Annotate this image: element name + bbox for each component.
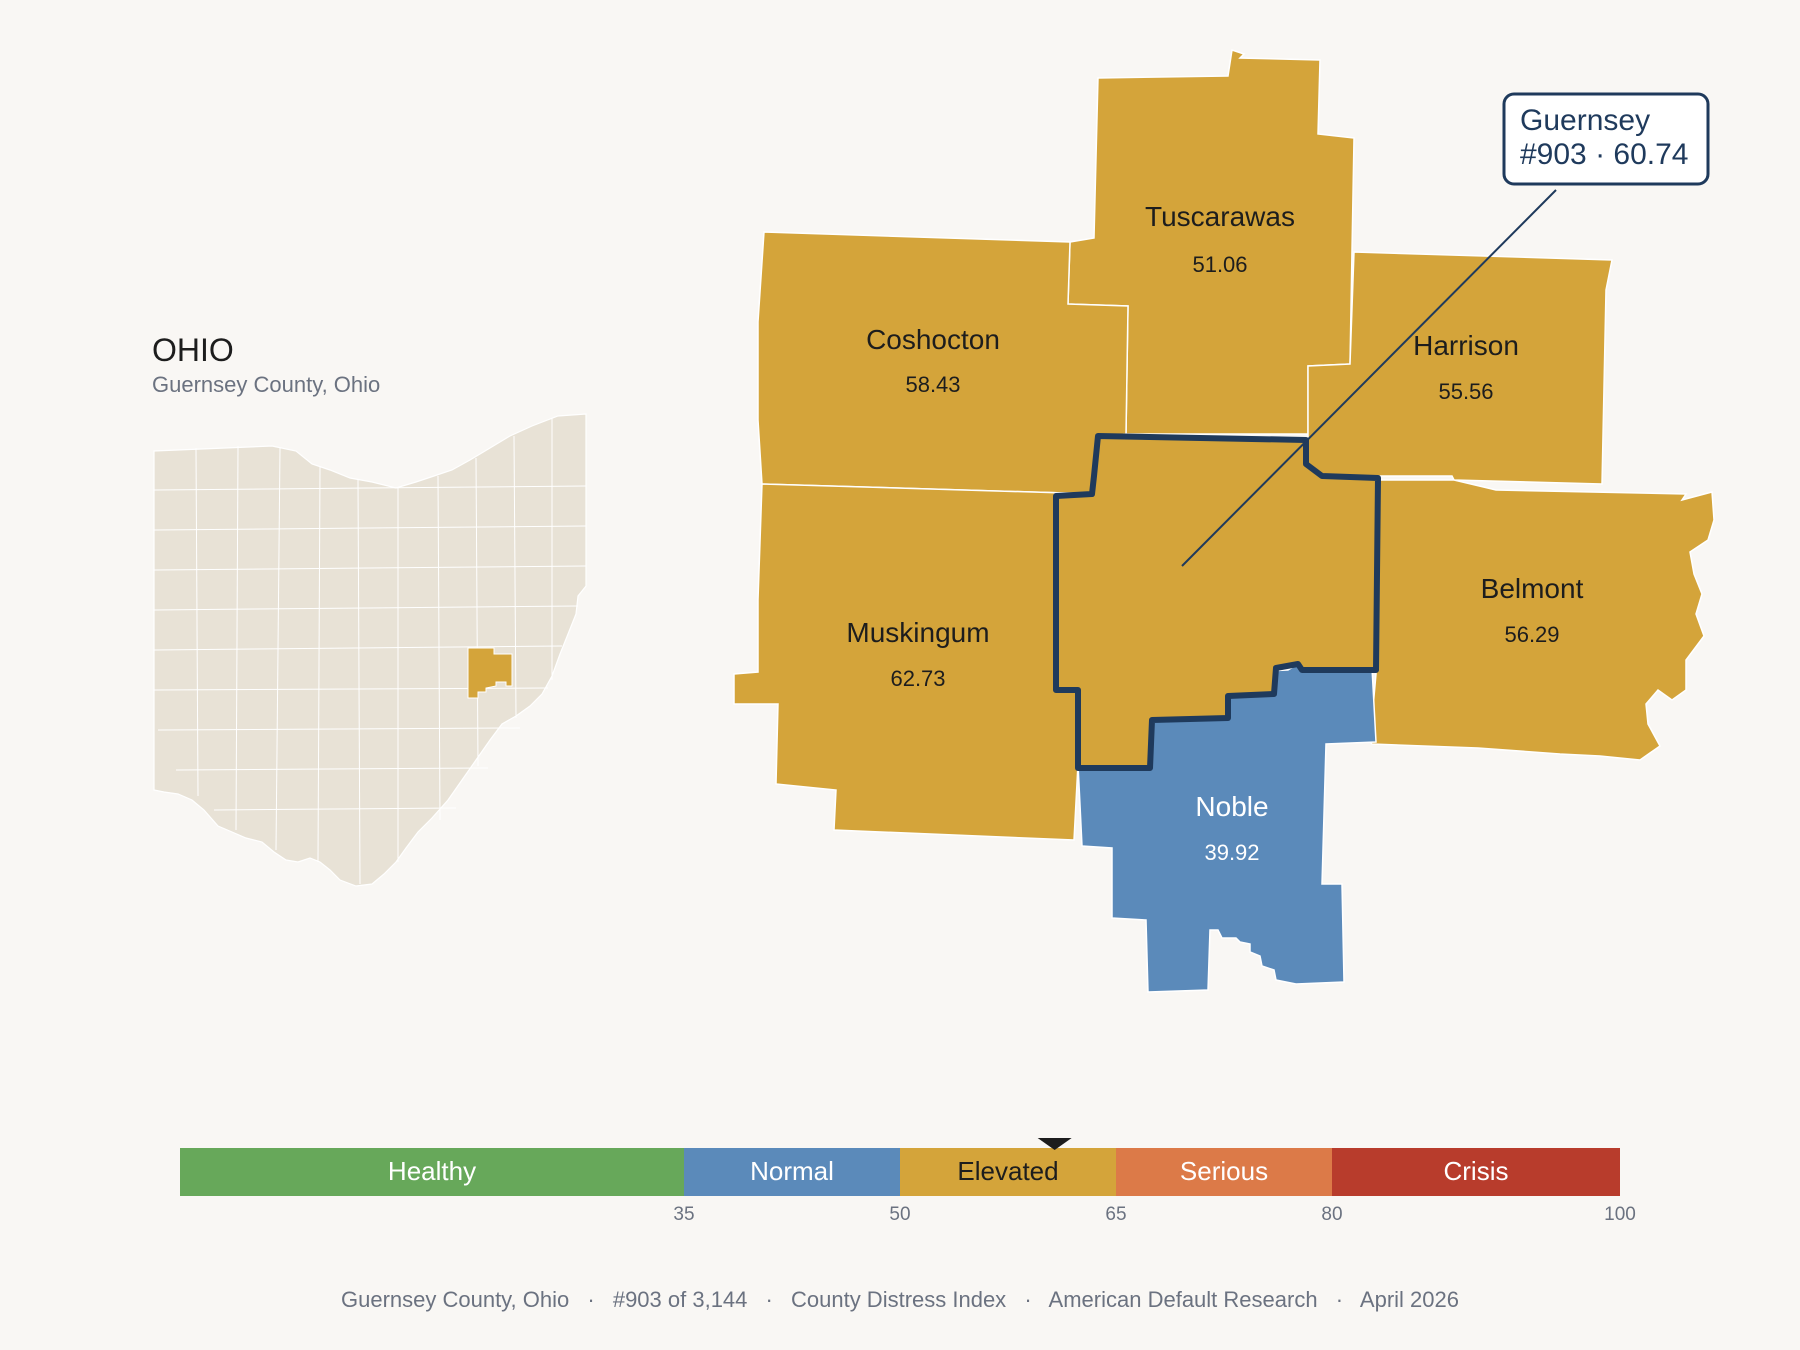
callout-leader-line: [1181, 189, 1557, 567]
legend-band-normal: [684, 1148, 900, 1196]
label-belmont: Belmont: [1481, 573, 1584, 604]
legend-marker: [1037, 1138, 1072, 1150]
legend-tick-50: 50: [889, 1204, 910, 1225]
ohio-highlight-guernsey: [467, 647, 513, 699]
county-belmont[interactable]: [1369, 479, 1715, 761]
value-muskingum: 62.73: [890, 666, 945, 691]
legend-tick-100: 100: [1604, 1204, 1636, 1225]
footer-sep-3: ·: [1024, 1287, 1031, 1312]
legend-label-crisis: Crisis: [1444, 1156, 1509, 1186]
footer-date: April 2026: [1360, 1287, 1459, 1312]
legend-tick-65: 65: [1105, 1204, 1126, 1225]
label-harrison: Harrison: [1413, 330, 1519, 361]
value-harrison: 55.56: [1438, 379, 1493, 404]
ohio-state-shape: [153, 413, 587, 887]
value-coshocton: 58.43: [905, 372, 960, 397]
county-muskingum[interactable]: [733, 483, 1100, 841]
ohio-inset: OHIO Guernsey County, Ohio: [152, 332, 587, 887]
distress-scale-legend: Healthy Normal Elevated Serious Crisis 35 50 65…: [180, 1138, 1636, 1225]
callout-rank-score: #903 · 60.74: [1520, 138, 1688, 171]
value-noble: 39.92: [1204, 840, 1259, 865]
county-harrison[interactable]: [1307, 251, 1613, 485]
county-guernsey[interactable]: [1053, 433, 1381, 771]
legend-label-healthy: Healthy: [388, 1156, 476, 1186]
legend-label-serious: Serious: [1180, 1156, 1268, 1186]
legend-band-serious: [1116, 1148, 1332, 1196]
legend-tick-35: 35: [673, 1204, 694, 1225]
callout-county-name: Guernsey: [1520, 104, 1650, 137]
value-tuscarawas: 51.06: [1192, 252, 1247, 277]
label-noble: Noble: [1195, 791, 1268, 822]
footer-sep-1: ·: [587, 1287, 594, 1312]
footer-sep-2: ·: [766, 1287, 773, 1312]
legend-band-crisis: [1332, 1148, 1620, 1196]
label-tuscarawas: Tuscarawas: [1145, 201, 1295, 232]
legend-label-elevated: Elevated: [957, 1156, 1058, 1186]
footer-county: Guernsey County, Ohio: [341, 1287, 569, 1312]
footer-index: County Distress Index: [791, 1287, 1006, 1312]
callout-box: [1502, 92, 1710, 186]
legend-tick-80: 80: [1321, 1204, 1342, 1225]
inset-subtitle: Guernsey County, Ohio: [152, 372, 380, 397]
footer-sep-4: ·: [1336, 1287, 1343, 1312]
value-belmont: 56.29: [1504, 622, 1559, 647]
label-muskingum: Muskingum: [846, 617, 989, 648]
regional-map: Tuscarawas 51.06 Coshocton 58.43 Harriso…: [733, 49, 1715, 993]
footer-source: American Default Research: [1049, 1287, 1318, 1312]
footer-caption: Guernsey County, Ohio · #903 of 3,144 · …: [341, 1287, 1459, 1312]
footer-rank: #903 of 3,144: [613, 1287, 748, 1312]
ohio-county-lines: [153, 418, 587, 885]
legend-label-normal: Normal: [750, 1156, 834, 1186]
inset-title: OHIO: [152, 332, 234, 368]
legend-band-elevated: [900, 1148, 1116, 1196]
legend-band-healthy: [180, 1148, 684, 1196]
label-coshocton: Coshocton: [866, 324, 1000, 355]
